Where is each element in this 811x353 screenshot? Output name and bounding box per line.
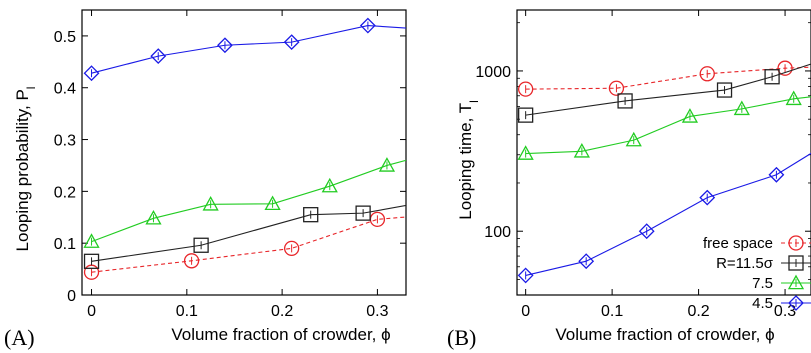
panel-a-series-2-point [145, 209, 162, 225]
panel-a-series-2-point [409, 151, 423, 164]
panel-a-y-tick-label: 0 [67, 288, 76, 305]
panel-a-x-axis-title: Volume fraction of crowder, ϕ [171, 325, 390, 344]
panel-b-x-tick-label: 0.2 [687, 303, 709, 320]
panel-b-series-2-point [517, 145, 534, 160]
panel-a-series-2-line [91, 159, 406, 243]
panel-a-series-3-point [150, 48, 167, 65]
panel-a-series-2-point [83, 233, 100, 248]
panel-a-series-0-point [409, 209, 423, 223]
panel-a-y-tick-label: 0.5 [54, 29, 76, 46]
legend-label-2: 7.5 [752, 275, 773, 292]
panel-b-x-tick-label: 0 [521, 303, 530, 320]
panel-b-y-tick-label: 100 [484, 224, 511, 241]
panel-a-series-0-point [283, 240, 300, 257]
panel-a-series-3-point [409, 22, 423, 36]
panel-b-x-tick-label: 0.1 [601, 303, 623, 320]
panel-a-series-3-point [283, 34, 300, 51]
panel-b-x-tick-label: 0.3 [774, 303, 796, 320]
panel-a-series-2-point [321, 177, 338, 193]
panel-a: (A) Volume fraction of crowder, ϕ Loopin… [4, 9, 423, 350]
panel-a-series-1-point [83, 253, 100, 269]
panel-b-series-1-point [617, 93, 633, 109]
panel-a-series-3-point [217, 37, 233, 54]
panel-b-label: (B) [447, 325, 476, 350]
panel-a-series-group [83, 17, 423, 280]
panel-a-y-tick-label: 0.1 [54, 236, 76, 253]
panel-b-y-axis-title: Looping time, Tl [456, 100, 481, 220]
legend-label-1: R=11.5σ [716, 255, 774, 272]
panel-a-series-3-point [83, 65, 100, 82]
panel-a-frame [81, 9, 407, 296]
panel-b: (B) Volume fraction of crowder, ϕ Loopin… [447, 9, 811, 350]
panel-b-series-1-point [517, 107, 534, 123]
panel-a-plot-area: 0 0.1 0.2 0.3 0 0.1 0.2 0.3 0.4 0.5 [54, 9, 423, 320]
panel-b-series-1-point [764, 69, 780, 85]
panel-b-legend: free space R=11.5σ 7.5 4.5 [703, 235, 811, 312]
panel-a-series-3-line [91, 24, 406, 74]
panel-a-y-tick-label: 0.2 [54, 184, 76, 201]
legend-label-0: free space [703, 235, 773, 252]
panel-a-series-1-point [303, 207, 319, 223]
panel-a-series-1-point [355, 205, 371, 221]
panel-a-x-tick-label: 0 [87, 303, 96, 320]
panel-b-series-3-line [525, 152, 811, 276]
panel-b-series-3-point [517, 267, 534, 284]
legend-marker-2 [787, 274, 805, 290]
panel-b-frame [516, 9, 811, 296]
panel-b-series-0-point [699, 66, 715, 82]
panel-b-series-2-point [573, 143, 590, 158]
panel-b-series-0-point [608, 80, 625, 96]
panel-b-series-2-point [625, 131, 642, 147]
panel-b-y-tick-label: 1000 [475, 64, 511, 81]
panel-a-x-tick-label: 0.2 [271, 303, 293, 320]
panel-b-series-0-point [777, 60, 793, 76]
panel-b-series-2-point [733, 100, 750, 116]
panel-a-label: (A) [4, 325, 35, 350]
panel-a-series-0-line [91, 216, 406, 273]
panel-b-series-3-point [768, 166, 785, 183]
legend-marker-1 [788, 255, 804, 271]
panel-b-series-2-point [785, 90, 802, 106]
panel-a-series-0-point [183, 253, 200, 269]
panel-b-series-3-point [578, 253, 595, 270]
panel-b-series-0-point [517, 81, 534, 97]
panel-b-series-3-point [638, 223, 655, 240]
panel-a-series-3-point [359, 17, 376, 34]
legend-marker-0 [788, 235, 804, 251]
panel-b-plot-area: 0 0.1 0.2 0.3 100 1000 [475, 9, 811, 320]
panel-a-y-tick-label: 0.3 [54, 133, 76, 150]
panel-b-x-axis-title: Volume fraction of crowder, ϕ [555, 325, 774, 344]
legend-label-3: 4.5 [752, 295, 773, 312]
panel-a-series-1-point [409, 197, 423, 211]
panel-a-y-tick-label: 0.4 [54, 81, 76, 98]
panel-a-series-2-point [264, 195, 281, 211]
panel-b-series-2-point [681, 108, 699, 123]
panel-a-y-axis-title: Looping probability, Pl [13, 87, 38, 252]
panel-a-x-tick-label: 0.1 [176, 303, 198, 320]
panel-b-series-2-line [525, 96, 811, 155]
panel-b-series-group [517, 60, 811, 284]
panel-a-series-2-point [202, 195, 219, 211]
panel-a-series-1-point [193, 237, 209, 253]
panel-b-series-3-point [699, 189, 716, 206]
panel-b-series-1-point [716, 82, 733, 98]
legend-marker-3 [788, 295, 804, 311]
panel-a-x-tick-label: 0.3 [366, 303, 388, 320]
panel-a-series-2-point [378, 157, 396, 172]
